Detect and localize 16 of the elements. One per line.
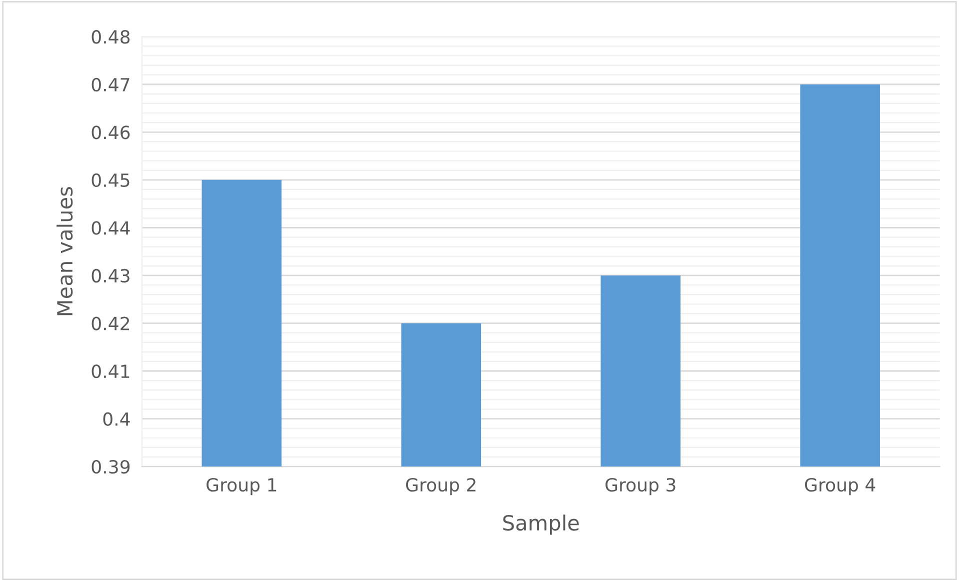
x-tick-label: Group 2	[406, 478, 476, 496]
x-tick-label: Group 3	[606, 478, 676, 496]
y-tick-label: 0.46	[92, 126, 130, 140]
y-tick-label: 0.42	[92, 316, 130, 330]
y-tick-label: 0.48	[92, 30, 130, 44]
x-tick-label: Group 4	[805, 478, 876, 496]
y-axis-title: Mean values	[56, 187, 73, 316]
y-tick-label: 0.39	[92, 460, 130, 474]
x-tick-label: Group 1	[206, 478, 276, 496]
y-tick-label: 0.47	[92, 78, 130, 92]
y-tick-label: 0.43	[92, 268, 130, 283]
y-tick-label: 0.41	[92, 364, 130, 378]
y-tick-label: 0.4	[103, 412, 130, 426]
y-tick-label: 0.44	[92, 221, 130, 235]
y-tick-label: 0.45	[92, 173, 130, 188]
x-axis-title: Sample	[503, 514, 579, 535]
